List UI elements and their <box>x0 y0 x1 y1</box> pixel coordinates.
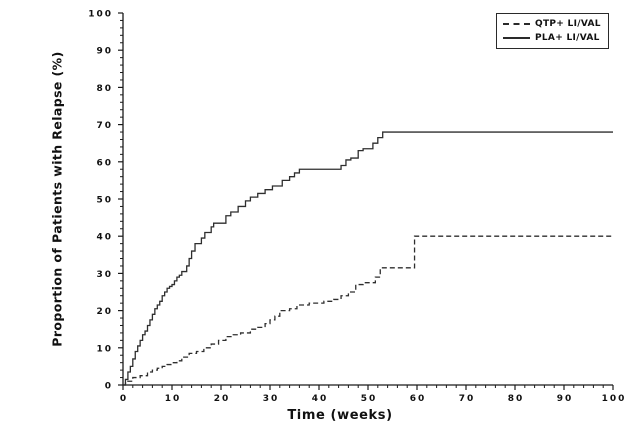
x-axis-title: Time (weeks) <box>287 408 393 423</box>
legend-entry: QTP+ LI/VAL <box>503 17 601 31</box>
legend-label: QTP+ LI/VAL <box>535 19 601 29</box>
legend-line-sample-dashed-icon <box>503 23 530 25</box>
x-tick-label: 40 <box>312 394 329 404</box>
y-tick-label: 60 <box>96 158 113 168</box>
series-pla-li-val <box>123 131 613 386</box>
legend-label: PLA+ LI/VAL <box>535 33 600 43</box>
y-tick-label: 20 <box>96 307 113 317</box>
y-tick-label: 0 <box>105 382 113 392</box>
y-tick-label: 50 <box>96 196 113 206</box>
y-tick-label: 70 <box>96 121 113 131</box>
series-qtp-li-val <box>123 235 613 386</box>
x-tick-label: 20 <box>214 394 231 404</box>
y-axis-title: Proportion of Patients with Relapse (%) <box>49 51 65 347</box>
x-tick-label: 50 <box>361 394 378 404</box>
legend-box: QTP+ LI/VAL PLA+ LI/VAL <box>496 13 609 49</box>
x-axis-ticks: 0 10 20 30 40 50 60 70 80 90 100 <box>120 385 627 404</box>
y-tick-label: 80 <box>96 84 113 94</box>
legend-line-sample-solid-icon <box>503 37 530 39</box>
y-tick-label: 40 <box>96 233 113 243</box>
y-tick-label: 10 <box>96 344 113 354</box>
x-tick-label: 10 <box>165 394 182 404</box>
x-tick-label: 80 <box>508 394 525 404</box>
y-tick-label: 30 <box>96 270 113 280</box>
x-tick-label: 90 <box>557 394 574 404</box>
y-axis-ticks: 0 10 20 30 40 50 60 70 80 90 100 <box>88 10 123 392</box>
y-tick-label: 100 <box>88 10 113 20</box>
x-tick-label: 100 <box>602 394 627 404</box>
y-tick-label: 90 <box>96 47 113 57</box>
x-tick-label: 30 <box>263 394 280 404</box>
legend-entry: PLA+ LI/VAL <box>503 31 601 45</box>
x-tick-label: 60 <box>410 394 427 404</box>
x-tick-label: 70 <box>459 394 476 404</box>
x-tick-label: 0 <box>120 394 128 404</box>
axes <box>122 13 613 386</box>
